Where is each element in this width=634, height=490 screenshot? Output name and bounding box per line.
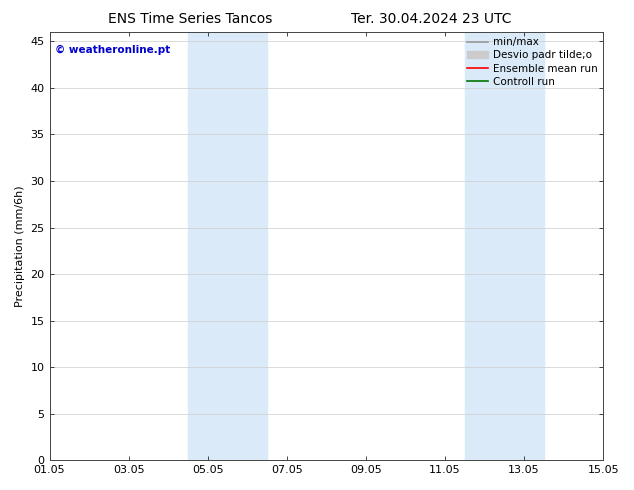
Text: © weatheronline.pt: © weatheronline.pt	[55, 45, 171, 55]
Text: ENS Time Series Tancos: ENS Time Series Tancos	[108, 12, 273, 26]
Legend: min/max, Desvio padr tilde;o, Ensemble mean run, Controll run: min/max, Desvio padr tilde;o, Ensemble m…	[464, 34, 601, 90]
Text: Ter. 30.04.2024 23 UTC: Ter. 30.04.2024 23 UTC	[351, 12, 512, 26]
Y-axis label: Precipitation (mm/6h): Precipitation (mm/6h)	[15, 185, 25, 307]
Bar	[188, 32, 267, 460]
Bar	[465, 32, 544, 460]
